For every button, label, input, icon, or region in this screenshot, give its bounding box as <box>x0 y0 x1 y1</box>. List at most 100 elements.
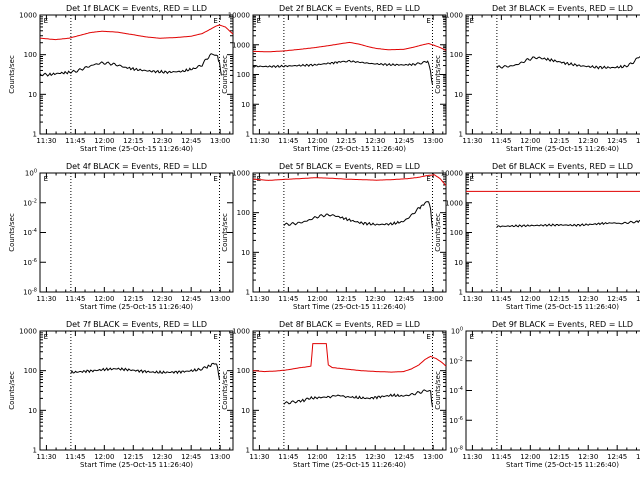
x-tick-label: 12:30 <box>578 295 598 303</box>
event-marker: E <box>257 17 261 25</box>
plot-frame <box>465 14 640 135</box>
series-line-events <box>283 389 433 408</box>
y-axis-label: Counts/sec <box>221 213 229 252</box>
x-tick-label: 11:30 <box>462 295 482 303</box>
plot-frame <box>465 172 640 293</box>
chart-title: Det 3f BLACK = Events, RED = LLD <box>492 4 633 13</box>
y-axis-label: Counts/sec <box>434 371 442 410</box>
x-axis-label: Start Time (25-Oct-15 11:26:40) <box>506 303 619 311</box>
x-tick-label: 13:00 <box>636 137 640 145</box>
x-tick-label: 12:15 <box>549 453 569 461</box>
x-axis-label: Start Time (25-Oct-15 11:26:40) <box>293 461 406 469</box>
x-tick-label: 12:15 <box>123 137 143 145</box>
y-axis-label: Counts/sec <box>8 213 16 252</box>
chart-title: Det 5f BLACK = Events, RED = LLD <box>279 162 420 171</box>
y-tick-label: 10-6 <box>23 258 37 267</box>
chart-title: Det 8f BLACK = Events, RED = LLD <box>279 320 420 329</box>
series-line-events <box>496 219 640 228</box>
y-tick-label: 10 <box>241 407 250 415</box>
x-tick-label: 12:45 <box>607 295 627 303</box>
chart-title: Det 7f BLACK = Events, RED = LLD <box>66 320 207 329</box>
x-tick-label: 11:45 <box>491 295 511 303</box>
event-marker: E <box>426 175 430 183</box>
x-tick-label: 11:30 <box>36 137 56 145</box>
y-tick-label: 100 <box>237 367 250 375</box>
x-tick-label: 12:15 <box>336 453 356 461</box>
y-tick-label: 10000 <box>228 12 250 20</box>
x-tick-label: 12:15 <box>336 137 356 145</box>
x-tick-label: 12:45 <box>394 453 414 461</box>
event-marker: E <box>44 175 48 183</box>
plot-frame <box>252 330 447 451</box>
x-tick-label: 13:00 <box>636 295 640 303</box>
x-tick-label: 12:45 <box>607 137 627 145</box>
x-tick-label: 11:45 <box>65 137 85 145</box>
y-tick-label: 1 <box>246 289 250 297</box>
plot-frame <box>252 14 447 135</box>
x-tick-label: 12:00 <box>94 137 114 145</box>
event-marker: E <box>213 175 217 183</box>
x-tick-label: 11:45 <box>65 453 85 461</box>
chart-panel-8: Det 8f BLACK = Events, RED = LLD 1 10 100 10… <box>221 320 447 469</box>
x-tick-label: 12:00 <box>307 137 327 145</box>
y-axis-label: Counts/sec <box>8 55 16 94</box>
series-line-lld <box>39 24 234 41</box>
x-tick-label: 12:15 <box>549 295 569 303</box>
y-tick-label: 100 <box>450 229 463 237</box>
event-marker: E <box>257 333 261 341</box>
event-marker: E <box>426 333 430 341</box>
x-tick-label: 12:45 <box>394 137 414 145</box>
x-axis-label: Start Time (25-Oct-15 11:26:40) <box>80 303 193 311</box>
x-tick-label: 12:45 <box>181 295 201 303</box>
x-tick-label: 11:30 <box>249 453 269 461</box>
x-tick-label: 12:00 <box>94 295 114 303</box>
chart-title: Det 6f BLACK = Events, RED = LLD <box>492 162 633 171</box>
series-line-events <box>39 53 222 77</box>
event-marker: E <box>257 175 261 183</box>
y-tick-label: 1 <box>459 289 463 297</box>
y-axis-label: Counts/sec <box>221 371 229 410</box>
chart-title: Det 9f BLACK = Events, RED = LLD <box>492 320 633 329</box>
y-tick-label: 10 <box>454 259 463 267</box>
x-tick-label: 12:30 <box>152 453 172 461</box>
x-tick-label: 12:00 <box>520 137 540 145</box>
y-tick-label: 10-8 <box>449 446 463 455</box>
y-tick-label: 100 <box>25 169 37 178</box>
x-tick-label: 11:30 <box>249 295 269 303</box>
y-tick-label: 100 <box>237 71 250 79</box>
y-tick-label: 10000 <box>441 170 463 178</box>
x-axis-label: Start Time (25-Oct-15 11:26:40) <box>293 303 406 311</box>
y-tick-label: 100 <box>450 51 463 59</box>
y-tick-label: 1000 <box>232 170 250 178</box>
y-tick-label: 10-4 <box>23 228 37 237</box>
y-axis-label: Counts/sec <box>434 55 442 94</box>
plot-frame <box>465 330 640 451</box>
x-tick-label: 11:30 <box>462 137 482 145</box>
event-marker: E <box>470 17 474 25</box>
x-tick-label: 12:45 <box>607 453 627 461</box>
x-tick-label: 11:45 <box>491 453 511 461</box>
x-tick-label: 12:15 <box>336 295 356 303</box>
event-marker: E <box>213 333 217 341</box>
event-marker: E <box>213 17 217 25</box>
x-axis-label: Start Time (25-Oct-15 11:26:40) <box>80 145 193 153</box>
y-tick-label: 1 <box>246 131 250 139</box>
x-tick-label: 13:00 <box>423 137 443 145</box>
x-tick-label: 12:00 <box>94 453 114 461</box>
event-marker: E <box>426 17 430 25</box>
y-axis-label: Counts/sec <box>434 213 442 252</box>
chart-panel-9: Det 9f BLACK = Events, RED = LLD 10-8 10-6… <box>434 320 640 469</box>
x-tick-label: 12:45 <box>181 137 201 145</box>
x-tick-label: 11:45 <box>278 453 298 461</box>
x-tick-label: 11:45 <box>65 295 85 303</box>
x-tick-label: 13:00 <box>210 453 230 461</box>
chart-panel-5: Det 5f BLACK = Events, RED = LLD 1 10 100 10… <box>221 162 447 311</box>
y-tick-label: 1 <box>246 447 250 455</box>
x-tick-label: 12:30 <box>152 137 172 145</box>
x-tick-label: 11:45 <box>491 137 511 145</box>
x-tick-label: 11:30 <box>36 295 56 303</box>
x-tick-label: 11:45 <box>278 137 298 145</box>
plot-frame <box>39 14 234 135</box>
x-tick-label: 13:00 <box>636 453 640 461</box>
